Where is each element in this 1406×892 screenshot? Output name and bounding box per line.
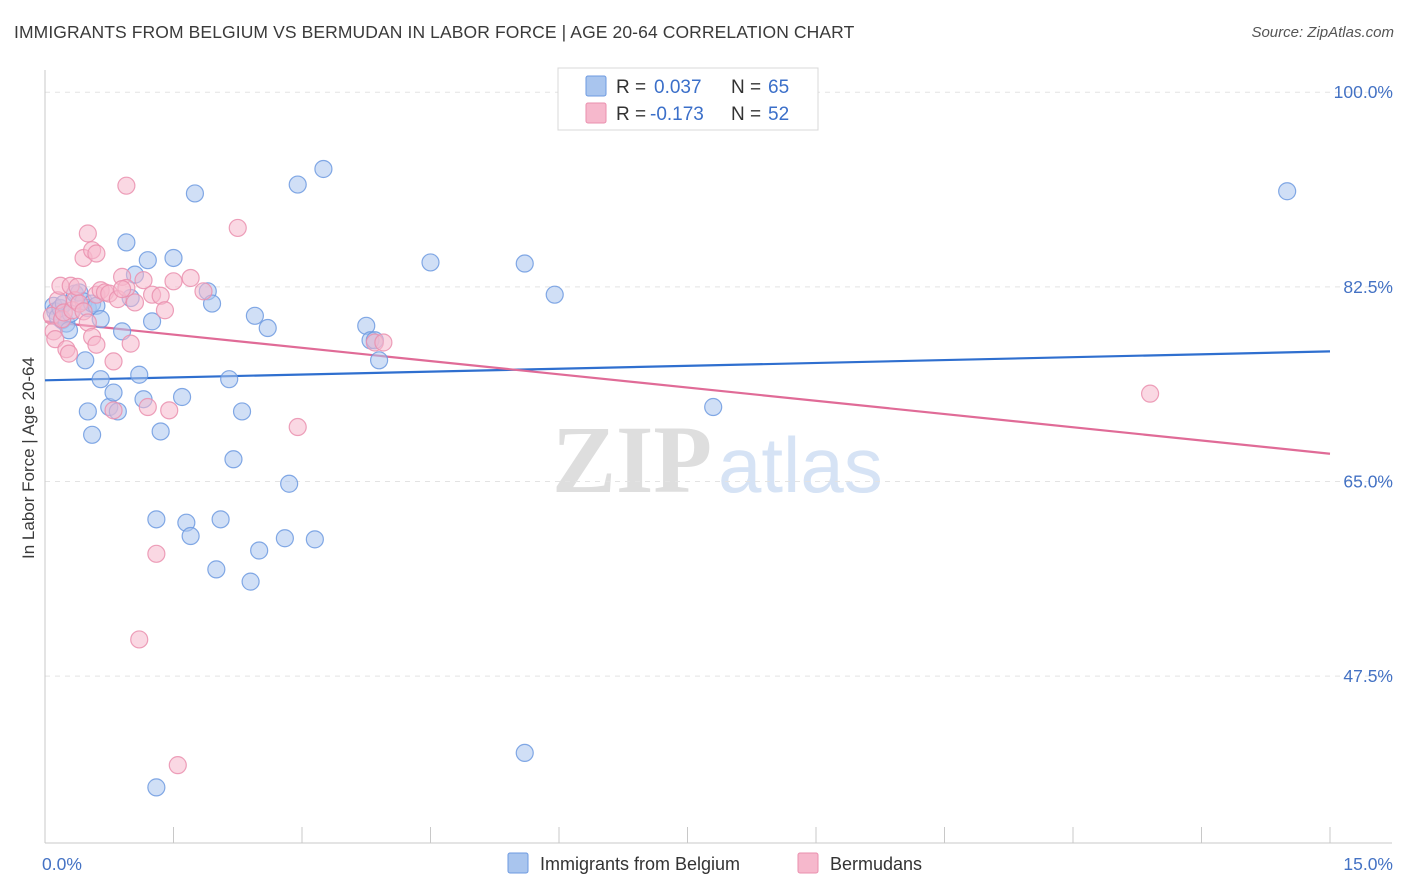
- point-bermudans-51: [164, 272, 183, 291]
- point-belgium-49: [275, 529, 294, 548]
- legend-r-label-1: R =: [616, 77, 646, 98]
- point-belgium-42: [220, 370, 239, 389]
- point-belgium-50: [280, 474, 299, 493]
- point-bermudans-12: [68, 277, 87, 296]
- legend-n-value-2: 52: [768, 104, 789, 125]
- bottom-legend-label-bermudans: Bermudans: [830, 854, 922, 874]
- y-tick-label-2: 65.0%: [1343, 472, 1393, 492]
- point-bermudans-43: [181, 268, 200, 288]
- point-bermudans-45: [228, 218, 247, 238]
- point-belgium-58: [421, 253, 440, 272]
- point-bermudans-31: [117, 176, 136, 195]
- bottom-legend-swatch-bermudans: [797, 852, 819, 874]
- point-belgium-34: [172, 387, 192, 407]
- point-bermudans-50: [112, 280, 132, 299]
- point-belgium-44: [232, 402, 252, 421]
- legend-r-value-2: -0.173: [650, 104, 704, 125]
- point-bermudans-41: [160, 401, 179, 420]
- point-bermudans-27: [104, 401, 123, 420]
- point-belgium-47: [250, 541, 269, 560]
- point-belgium-24: [117, 233, 136, 252]
- point-belgium-30: [142, 312, 162, 331]
- point-belgium-36: [181, 526, 200, 546]
- point-belgium-18: [83, 425, 102, 444]
- point-belgium-52: [305, 530, 324, 549]
- point-belgium-64: [147, 778, 166, 797]
- point-bermudans-32: [121, 334, 140, 353]
- x-tick-label-0: 0.0%: [42, 854, 82, 874]
- legend-n-label-1: N =: [731, 77, 761, 98]
- data-points: [42, 159, 1297, 797]
- chart-title: IMMIGRANTS FROM BELGIUM VS BERMUDAN IN L…: [14, 22, 855, 42]
- point-bermudans-33: [125, 293, 145, 312]
- point-bermudans-34: [130, 630, 149, 649]
- point-bermudans-19: [87, 335, 106, 354]
- point-belgium-31: [147, 510, 166, 529]
- point-bermudans-8: [59, 344, 79, 363]
- tick-labels: 100.0% 82.5% 65.0% 47.5% 0.0% 15.0%: [42, 82, 1393, 874]
- bottom-legend-label-belgium: Immigrants from Belgium: [540, 854, 740, 874]
- point-bermudans-26: [104, 352, 123, 371]
- legend-swatch-bermudans: [585, 102, 607, 124]
- point-belgium-45: [241, 572, 260, 591]
- point-belgium-21: [104, 383, 123, 402]
- legend-n-label-2: N =: [731, 104, 761, 125]
- watermark-zip: ZIP: [552, 406, 712, 513]
- legend-n-value-1: 65: [768, 77, 789, 98]
- point-belgium-41: [211, 510, 230, 529]
- point-belgium-27: [130, 365, 149, 384]
- y-tick-label-0: 100.0%: [1334, 82, 1393, 102]
- point-bermudans-46: [288, 417, 307, 437]
- point-bermudans-38: [147, 544, 166, 563]
- point-bermudans-42: [168, 756, 187, 775]
- point-belgium-40: [207, 560, 226, 579]
- watermark-atlas: atlas: [718, 421, 883, 509]
- point-belgium-61: [545, 285, 564, 304]
- point-belgium-46: [245, 306, 264, 325]
- point-bermudans-36: [138, 397, 157, 417]
- y-tick-label-1: 82.5%: [1343, 277, 1393, 297]
- point-bermudans-48: [374, 333, 393, 352]
- point-belgium-16: [76, 351, 95, 370]
- point-belgium-33: [164, 248, 183, 268]
- bottom-legend-swatch-belgium: [507, 852, 529, 874]
- point-belgium-19: [91, 370, 110, 389]
- point-bermudans-49: [1140, 384, 1160, 403]
- x-tick-label-1: 15.0%: [1343, 854, 1393, 874]
- stats-legend: R = 0.037 N = 65 R = -0.173 N = 52: [557, 67, 819, 131]
- point-belgium-37: [185, 184, 205, 203]
- trend-line-bermudans: [44, 320, 1331, 455]
- point-belgium-17: [78, 402, 97, 421]
- legend-r-label-2: R =: [616, 104, 646, 125]
- point-bermudans-44: [194, 282, 213, 301]
- point-belgium-48: [258, 318, 277, 338]
- source-label: Source: ZipAtlas.com: [1251, 24, 1394, 41]
- point-bermudans-17: [78, 224, 97, 243]
- series-legend: Immigrants from Belgium Bermudans: [507, 852, 922, 874]
- point-bermudans-35: [134, 271, 153, 290]
- point-bermudans-21: [87, 244, 106, 263]
- point-belgium-32: [151, 422, 170, 441]
- point-belgium-29: [138, 251, 157, 270]
- point-belgium-62: [704, 397, 723, 417]
- point-belgium-63: [1278, 182, 1297, 201]
- point-belgium-59: [515, 254, 534, 273]
- point-belgium-53: [314, 159, 333, 179]
- point-bermudans-40: [155, 301, 175, 320]
- legend-swatch-belgium: [585, 75, 607, 97]
- axes: [44, 70, 1392, 844]
- legend-r-value-1: 0.037: [654, 77, 702, 98]
- y-tick-label-3: 47.5%: [1343, 666, 1393, 686]
- point-belgium-43: [224, 450, 243, 469]
- point-belgium-51: [288, 175, 307, 194]
- trend-line-belgium: [44, 350, 1331, 382]
- trend-lines: [44, 320, 1331, 455]
- point-belgium-57: [370, 351, 389, 370]
- y-axis-label: In Labor Force | Age 20-64: [19, 357, 38, 559]
- point-belgium-60: [515, 743, 534, 763]
